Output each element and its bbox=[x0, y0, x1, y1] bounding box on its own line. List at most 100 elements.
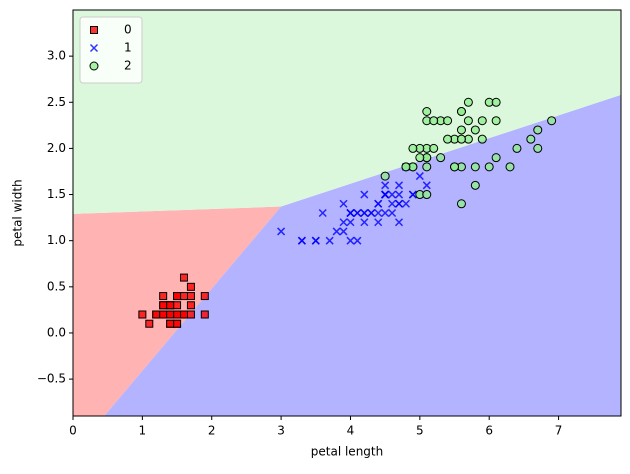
x-tick-label: 6 bbox=[485, 424, 493, 438]
point bbox=[145, 319, 154, 328]
point bbox=[491, 97, 501, 107]
point bbox=[360, 190, 369, 199]
point bbox=[297, 236, 306, 245]
point bbox=[374, 218, 383, 227]
point bbox=[394, 190, 404, 199]
point bbox=[381, 190, 390, 199]
point bbox=[470, 180, 480, 190]
point bbox=[456, 125, 466, 135]
point bbox=[346, 236, 355, 245]
y-tick-label: 1.5 bbox=[47, 187, 66, 201]
x-axis-label: petal length bbox=[311, 445, 383, 459]
decision-regions bbox=[73, 10, 621, 417]
point bbox=[152, 310, 161, 319]
point bbox=[339, 227, 348, 236]
x-tick-label: 5 bbox=[416, 424, 424, 438]
point bbox=[173, 301, 182, 310]
point bbox=[353, 236, 362, 245]
legend-label: 1 bbox=[124, 41, 132, 55]
point bbox=[346, 208, 355, 218]
legend-marker bbox=[89, 61, 99, 71]
point bbox=[186, 310, 195, 319]
point bbox=[456, 107, 466, 116]
point bbox=[367, 208, 376, 218]
point bbox=[415, 172, 424, 181]
legend: 0 1 2 bbox=[79, 16, 143, 84]
y-tick-label: 0.0 bbox=[47, 325, 66, 339]
point bbox=[422, 107, 432, 116]
point bbox=[526, 134, 536, 144]
point bbox=[450, 162, 460, 172]
axes: 0 1 2 3 4 5 6 7 −0.5 0.0 0.5 1.0 1.5 2.0 2.5 3.0 bbox=[37, 49, 563, 438]
point bbox=[470, 162, 480, 172]
point bbox=[422, 162, 432, 172]
point bbox=[463, 116, 473, 126]
point bbox=[380, 171, 390, 181]
point bbox=[394, 199, 404, 208]
legend-box bbox=[79, 16, 143, 84]
point bbox=[311, 236, 320, 245]
point bbox=[277, 227, 286, 236]
point bbox=[505, 162, 515, 172]
point bbox=[173, 310, 182, 319]
legend-marker bbox=[89, 43, 99, 53]
points bbox=[138, 97, 557, 328]
point bbox=[381, 181, 390, 190]
point bbox=[159, 310, 168, 319]
point bbox=[491, 116, 501, 126]
decision-region bbox=[73, 10, 621, 214]
point bbox=[533, 125, 543, 135]
point bbox=[353, 208, 362, 218]
point bbox=[166, 310, 175, 319]
point bbox=[401, 162, 411, 172]
point bbox=[360, 208, 369, 218]
decision-region bbox=[104, 94, 621, 417]
y-tick-label: 0.5 bbox=[47, 279, 66, 293]
legend-label: 2 bbox=[124, 59, 132, 73]
point bbox=[381, 208, 390, 218]
x-tick-label: 0 bbox=[69, 424, 77, 438]
point bbox=[166, 319, 175, 328]
point bbox=[422, 181, 431, 190]
point bbox=[318, 208, 327, 218]
point bbox=[456, 134, 466, 144]
point bbox=[374, 199, 383, 208]
point bbox=[186, 292, 195, 301]
point bbox=[422, 190, 432, 200]
x-tick-label: 2 bbox=[208, 424, 216, 438]
point bbox=[200, 292, 209, 301]
point bbox=[339, 199, 348, 208]
point bbox=[179, 310, 188, 319]
point bbox=[374, 208, 383, 218]
point bbox=[173, 292, 182, 301]
point bbox=[179, 292, 188, 301]
point bbox=[491, 153, 501, 163]
point bbox=[394, 181, 404, 190]
point bbox=[463, 97, 473, 107]
legend-label: 0 bbox=[124, 23, 132, 37]
point bbox=[346, 218, 355, 227]
y-tick-label: 2.0 bbox=[47, 141, 66, 155]
point bbox=[394, 218, 404, 227]
x-tick-label: 1 bbox=[139, 424, 147, 438]
point bbox=[388, 208, 397, 218]
point bbox=[484, 162, 494, 172]
x-tick-label: 7 bbox=[555, 424, 563, 438]
point bbox=[401, 199, 410, 208]
point bbox=[179, 273, 188, 282]
point bbox=[138, 310, 147, 319]
y-tick-label: 1.0 bbox=[47, 233, 66, 247]
point bbox=[456, 199, 466, 209]
point bbox=[408, 190, 417, 199]
point bbox=[429, 116, 439, 126]
point bbox=[360, 218, 369, 227]
point bbox=[429, 143, 439, 153]
point bbox=[533, 143, 543, 153]
point bbox=[443, 134, 453, 144]
point bbox=[159, 292, 168, 301]
x-tick-label: 4 bbox=[347, 424, 355, 438]
point bbox=[470, 125, 480, 135]
point bbox=[388, 190, 397, 199]
point bbox=[200, 310, 209, 319]
x-tick-label: 3 bbox=[277, 424, 285, 438]
